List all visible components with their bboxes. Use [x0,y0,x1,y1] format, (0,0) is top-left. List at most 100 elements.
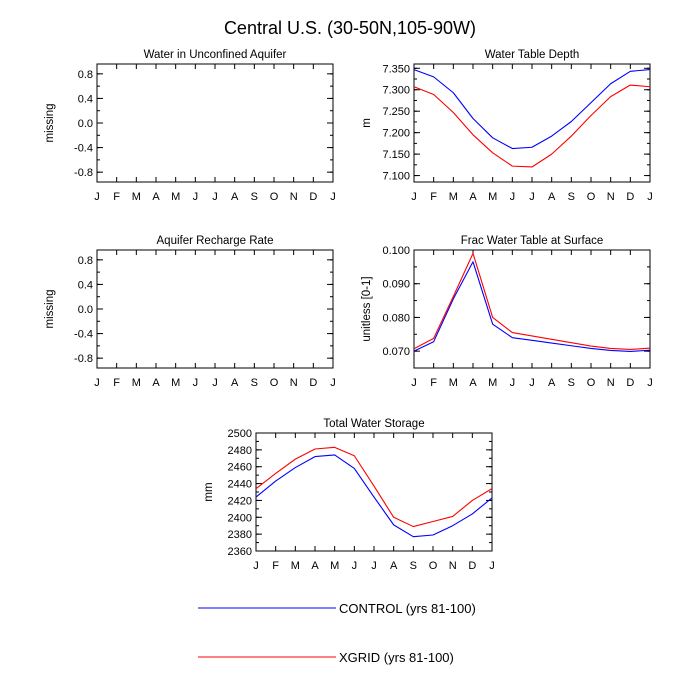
x-tick-label: J [330,191,336,203]
y-tick-label: 2460 [228,462,252,474]
x-tick-label: A [231,191,239,203]
y-tick-label: 2420 [228,495,252,507]
x-tick-label: D [626,191,634,203]
x-tick-label: F [272,560,279,572]
x-tick-label: S [568,191,575,203]
x-tick-label: N [607,377,615,389]
x-tick-label: N [290,377,298,389]
panel-title: Water in Unconfined Aquifer [144,49,287,61]
x-tick-label: F [430,377,437,389]
x-tick-label: M [291,560,300,572]
series-line-control [413,69,651,150]
plot-frame [255,432,493,552]
panel-title: Total Water Storage [323,418,424,430]
x-tick-label: F [430,191,437,203]
x-tick-label: J [647,377,653,389]
series-line-xgrid [255,446,493,528]
x-tick-label: J [529,377,535,389]
x-tick-label: J [212,377,218,389]
x-tick-label: O [270,191,279,203]
x-tick-label: J [411,191,417,203]
x-tick-label: A [311,560,319,572]
x-tick-label: M [171,377,180,389]
y-tick-label: 7.300 [382,85,410,97]
y-axis-label: m [361,118,373,128]
x-tick-label: M [330,560,339,572]
x-tick-label: A [469,377,477,389]
y-tick-label: -0.4 [74,329,93,341]
series-line-control [413,261,651,353]
y-tick-label: 7.350 [382,63,410,75]
x-tick-label: S [251,191,258,203]
x-tick-label: J [411,377,417,389]
x-tick-label: J [94,191,100,203]
series-line-xgrid [413,252,651,351]
y-tick-label: 2500 [228,428,252,440]
y-tick-label: 0.0 [78,118,93,130]
x-tick-label: S [251,377,258,389]
x-tick-label: J [489,560,495,572]
series-line-xgrid [413,84,651,168]
x-tick-label: M [171,191,180,203]
x-tick-label: A [548,191,556,203]
y-tick-label: 7.150 [382,149,410,161]
panel-title: Water Table Depth [485,49,580,61]
y-tick-label: 0.4 [78,93,93,105]
y-tick-label: 7.200 [382,128,410,140]
x-tick-label: J [212,191,218,203]
figure-title: Central U.S. (30-50N,105-90W) [224,18,476,38]
x-tick-label: N [449,560,457,572]
y-tick-label: 2360 [228,546,252,558]
x-tick-label: A [152,377,160,389]
y-axis-label: mm [203,482,215,501]
x-tick-label: O [587,377,596,389]
x-tick-label: M [449,191,458,203]
x-tick-label: J [647,191,653,203]
x-tick-label: D [309,191,317,203]
x-tick-label: J [94,377,100,389]
plot-frame [96,63,334,183]
y-tick-label: 0.0 [78,304,93,316]
y-tick-label: -0.8 [74,353,93,365]
y-tick-label: 0.8 [78,255,93,267]
x-tick-label: J [352,560,358,572]
x-tick-label: J [193,191,199,203]
x-tick-label: M [449,377,458,389]
y-tick-label: 0.8 [78,69,93,81]
x-tick-label: D [309,377,317,389]
x-tick-label: J [529,191,535,203]
x-tick-label: M [132,191,141,203]
legend: CONTROL (yrs 81-100) XGRID (yrs 81-100) [198,601,476,665]
legend-label-xgrid: XGRID (yrs 81-100) [339,650,454,665]
x-tick-label: A [548,377,556,389]
x-tick-label: M [488,377,497,389]
x-tick-label: S [410,560,417,572]
x-tick-label: A [469,191,477,203]
x-tick-label: A [152,191,160,203]
y-tick-label: 0.080 [382,312,410,324]
x-tick-label: D [626,377,634,389]
plot-frame [96,249,334,369]
y-tick-label: -0.4 [74,143,93,155]
y-axis-label: unitless [0-1] [361,276,373,341]
x-tick-label: O [270,377,279,389]
y-tick-label: 0.100 [382,245,410,257]
panel-title: Frac Water Table at Surface [461,235,604,247]
y-tick-label: 0.090 [382,279,410,291]
y-tick-label: 2480 [228,445,252,457]
y-tick-label: -0.8 [74,167,93,179]
x-tick-label: O [429,560,438,572]
x-tick-label: S [568,377,575,389]
legend-label-control: CONTROL (yrs 81-100) [339,601,476,616]
x-tick-label: M [132,377,141,389]
x-tick-label: J [253,560,259,572]
y-tick-label: 2440 [228,479,252,491]
y-axis-label: missing [44,290,56,329]
x-tick-label: J [371,560,377,572]
y-tick-label: 0.4 [78,279,93,291]
